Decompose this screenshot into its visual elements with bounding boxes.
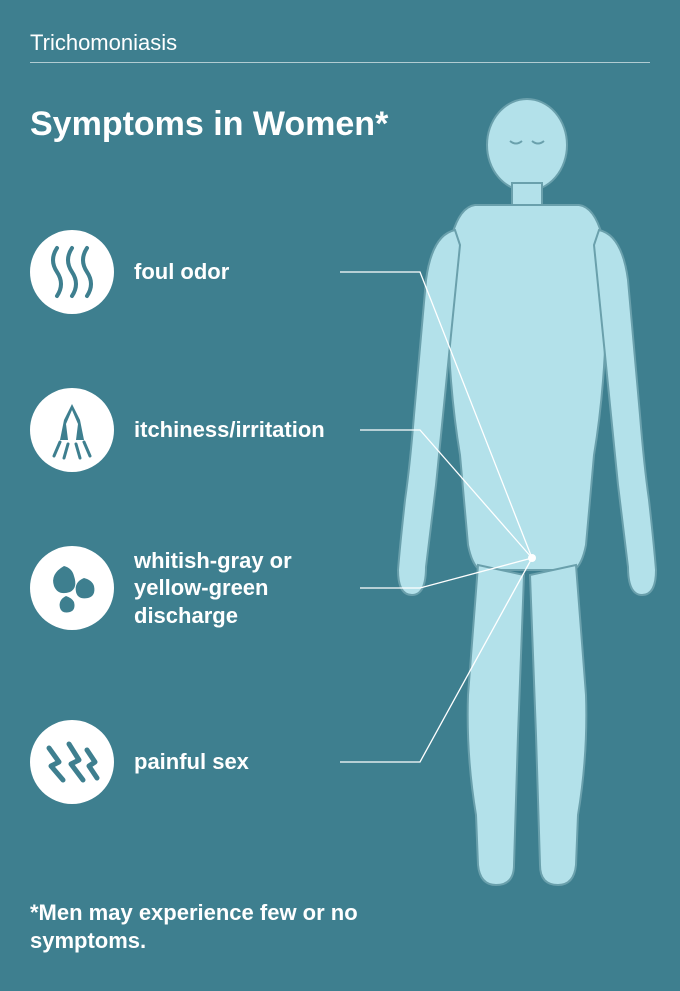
infographic-canvas: Trichomoniasis Symptoms in Women* <box>0 0 680 991</box>
focal-point <box>528 554 536 562</box>
footnote: *Men may experience few or no symptoms. <box>30 899 410 956</box>
leader-lines <box>0 0 680 991</box>
